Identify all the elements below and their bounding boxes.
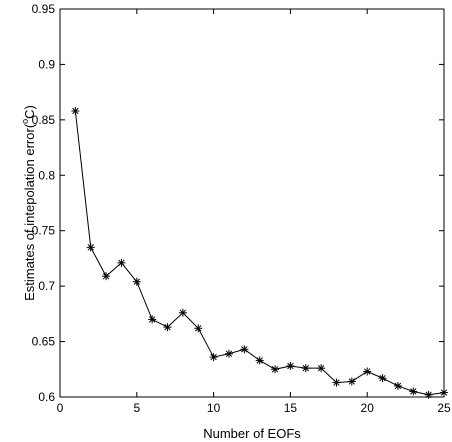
x-tick-label: 25 [437,401,451,415]
y-tick-label: 0.85 [32,113,56,127]
data-point [409,387,418,396]
y-tick-label: 0.95 [32,2,56,16]
data-point [301,364,310,373]
y-tick-label: 0.6 [38,390,55,404]
x-tick-label: 5 [133,401,140,415]
x-tick-label: 10 [207,401,221,415]
data-point [240,345,249,354]
y-tick-label: 0.65 [32,335,56,349]
y-tick-label: 0.8 [38,168,55,182]
data-point [393,381,402,390]
data-point [271,365,280,374]
y-axis-title-sup: o [20,119,30,124]
data-point [209,353,218,362]
data-point [378,374,387,383]
series-layer [71,106,448,399]
data-point [424,390,433,399]
data-point [440,388,448,397]
y-axis-title-prefix: Estimates of intepolation error( [22,123,37,301]
data-point [178,308,187,317]
data-point [194,324,203,333]
data-point [148,315,157,324]
data-point [117,258,126,267]
data-point [71,106,80,115]
axis-ticks [59,8,445,398]
tick-labels: 0 5 10 15 20 25 0.6 0.65 0.7 0.75 0.8 0.85 0.9 0.95 [32,2,451,415]
plot-area [59,8,445,398]
data-point [317,364,326,373]
data-point [332,378,341,387]
y-tick-label: 0.75 [32,224,56,238]
data-point [86,243,95,252]
data-point [132,277,141,286]
x-axis-title: Number of EOFs [203,426,301,441]
y-tick-label: 0.9 [38,57,55,71]
x-tick-label: 0 [57,401,64,415]
data-point [347,377,356,386]
data-point [224,349,233,358]
y-axis-title-suffix: C) [22,105,37,119]
data-point [102,272,111,281]
x-tick-label: 15 [284,401,298,415]
data-point [255,356,264,365]
data-point [363,367,372,376]
x-tick-label: 20 [361,401,375,415]
data-point [163,323,172,332]
data-point [286,361,295,370]
y-axis-title: Estimates of intepolation error(oC) [20,105,37,301]
y-tick-label: 0.7 [38,279,55,293]
